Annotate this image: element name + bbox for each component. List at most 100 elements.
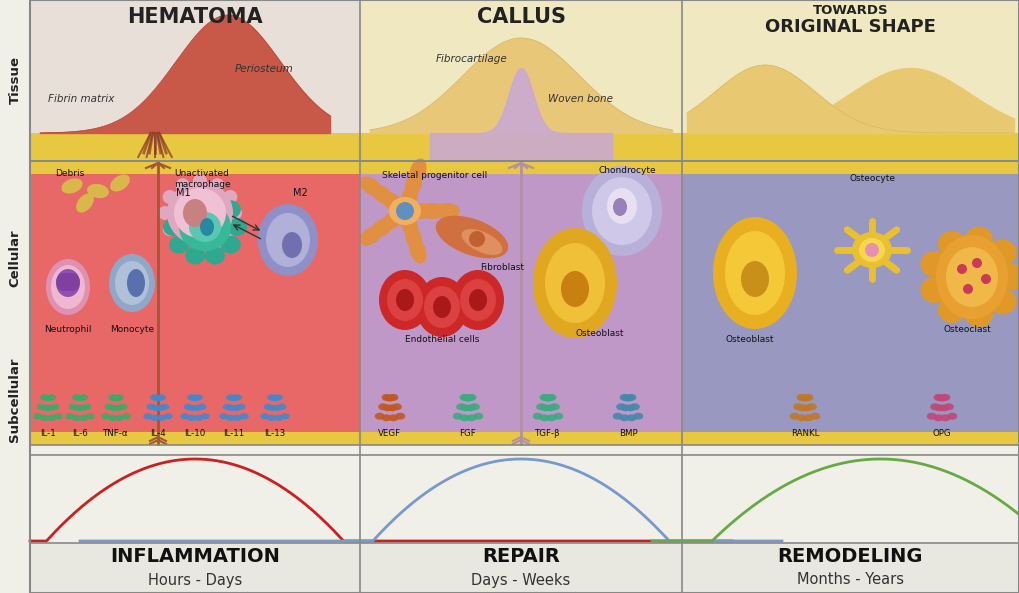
Ellipse shape xyxy=(78,394,88,400)
Ellipse shape xyxy=(56,269,81,297)
Ellipse shape xyxy=(236,404,246,410)
Ellipse shape xyxy=(388,394,398,401)
Ellipse shape xyxy=(258,204,318,276)
Ellipse shape xyxy=(108,394,117,400)
Ellipse shape xyxy=(553,413,564,420)
Ellipse shape xyxy=(621,404,631,412)
Text: ORIGINAL SHAPE: ORIGINAL SHAPE xyxy=(765,18,935,36)
Text: RANKL: RANKL xyxy=(791,429,819,438)
Ellipse shape xyxy=(228,206,242,220)
Ellipse shape xyxy=(223,222,237,236)
Text: HEMATOMA: HEMATOMA xyxy=(127,7,263,27)
Text: Skeletal progenitor cell: Skeletal progenitor cell xyxy=(382,171,488,180)
Ellipse shape xyxy=(183,404,193,410)
Ellipse shape xyxy=(920,251,949,277)
Ellipse shape xyxy=(193,404,202,411)
Ellipse shape xyxy=(105,404,114,410)
Ellipse shape xyxy=(158,206,172,220)
Ellipse shape xyxy=(533,413,543,420)
Text: TOWARDS: TOWARDS xyxy=(813,4,889,17)
Ellipse shape xyxy=(169,200,190,218)
Ellipse shape xyxy=(460,394,470,401)
Ellipse shape xyxy=(469,231,485,247)
Ellipse shape xyxy=(389,197,421,225)
Ellipse shape xyxy=(41,404,50,411)
Ellipse shape xyxy=(371,218,394,237)
FancyBboxPatch shape xyxy=(682,0,1019,161)
Ellipse shape xyxy=(375,413,385,420)
Text: TGF-β: TGF-β xyxy=(535,429,560,438)
Ellipse shape xyxy=(231,404,240,411)
Ellipse shape xyxy=(941,394,951,401)
Text: Fibroblast: Fibroblast xyxy=(480,263,524,272)
Text: REMODELING: REMODELING xyxy=(777,547,923,566)
Ellipse shape xyxy=(223,404,231,410)
Ellipse shape xyxy=(192,395,201,401)
Ellipse shape xyxy=(981,274,991,284)
Ellipse shape xyxy=(66,273,79,291)
Ellipse shape xyxy=(934,404,945,412)
Ellipse shape xyxy=(436,216,508,259)
Ellipse shape xyxy=(121,413,130,419)
Text: IL-10: IL-10 xyxy=(184,429,206,438)
Ellipse shape xyxy=(79,415,88,421)
Ellipse shape xyxy=(859,238,884,262)
Ellipse shape xyxy=(227,404,236,411)
Text: Woven bone: Woven bone xyxy=(548,94,613,104)
Ellipse shape xyxy=(926,413,936,420)
Ellipse shape xyxy=(998,264,1019,290)
Ellipse shape xyxy=(109,254,155,312)
Ellipse shape xyxy=(533,228,616,338)
Ellipse shape xyxy=(226,394,235,400)
Ellipse shape xyxy=(803,394,813,401)
Ellipse shape xyxy=(72,415,82,421)
Ellipse shape xyxy=(395,413,406,420)
Ellipse shape xyxy=(467,415,477,421)
FancyBboxPatch shape xyxy=(30,161,1019,174)
Text: Endothelial cells: Endothelial cells xyxy=(405,336,479,345)
Ellipse shape xyxy=(160,404,169,410)
Ellipse shape xyxy=(387,404,397,412)
Ellipse shape xyxy=(43,395,51,401)
Ellipse shape xyxy=(46,259,90,315)
Ellipse shape xyxy=(174,188,226,238)
Ellipse shape xyxy=(34,413,42,419)
FancyBboxPatch shape xyxy=(30,455,1019,543)
Ellipse shape xyxy=(607,188,637,224)
Ellipse shape xyxy=(799,394,809,401)
Ellipse shape xyxy=(277,404,286,410)
Ellipse shape xyxy=(37,404,46,410)
Ellipse shape xyxy=(272,395,280,401)
Ellipse shape xyxy=(87,184,109,198)
Ellipse shape xyxy=(40,415,49,421)
Ellipse shape xyxy=(965,227,993,253)
Text: IL-4: IL-4 xyxy=(150,429,166,438)
Text: Osteoblast: Osteoblast xyxy=(726,336,774,345)
Ellipse shape xyxy=(185,247,205,264)
Ellipse shape xyxy=(108,415,117,421)
FancyBboxPatch shape xyxy=(30,432,1019,445)
Ellipse shape xyxy=(264,404,273,410)
Ellipse shape xyxy=(793,403,803,410)
Ellipse shape xyxy=(452,270,504,330)
Ellipse shape xyxy=(187,415,196,421)
Ellipse shape xyxy=(741,261,769,297)
Ellipse shape xyxy=(156,404,165,411)
Ellipse shape xyxy=(155,395,164,401)
Text: FGF: FGF xyxy=(460,429,476,438)
Ellipse shape xyxy=(948,413,957,420)
Ellipse shape xyxy=(988,288,1017,314)
Ellipse shape xyxy=(282,232,302,258)
Text: Neutrophil: Neutrophil xyxy=(44,326,92,334)
Ellipse shape xyxy=(205,190,225,208)
Ellipse shape xyxy=(163,218,183,236)
Ellipse shape xyxy=(388,415,398,421)
Ellipse shape xyxy=(233,394,242,400)
FancyBboxPatch shape xyxy=(682,161,1019,355)
Ellipse shape xyxy=(550,403,559,410)
Text: TNF-α: TNF-α xyxy=(103,429,128,438)
Text: Subcellular: Subcellular xyxy=(8,358,21,442)
Ellipse shape xyxy=(434,203,460,219)
Ellipse shape xyxy=(940,404,950,412)
FancyBboxPatch shape xyxy=(30,133,1019,161)
